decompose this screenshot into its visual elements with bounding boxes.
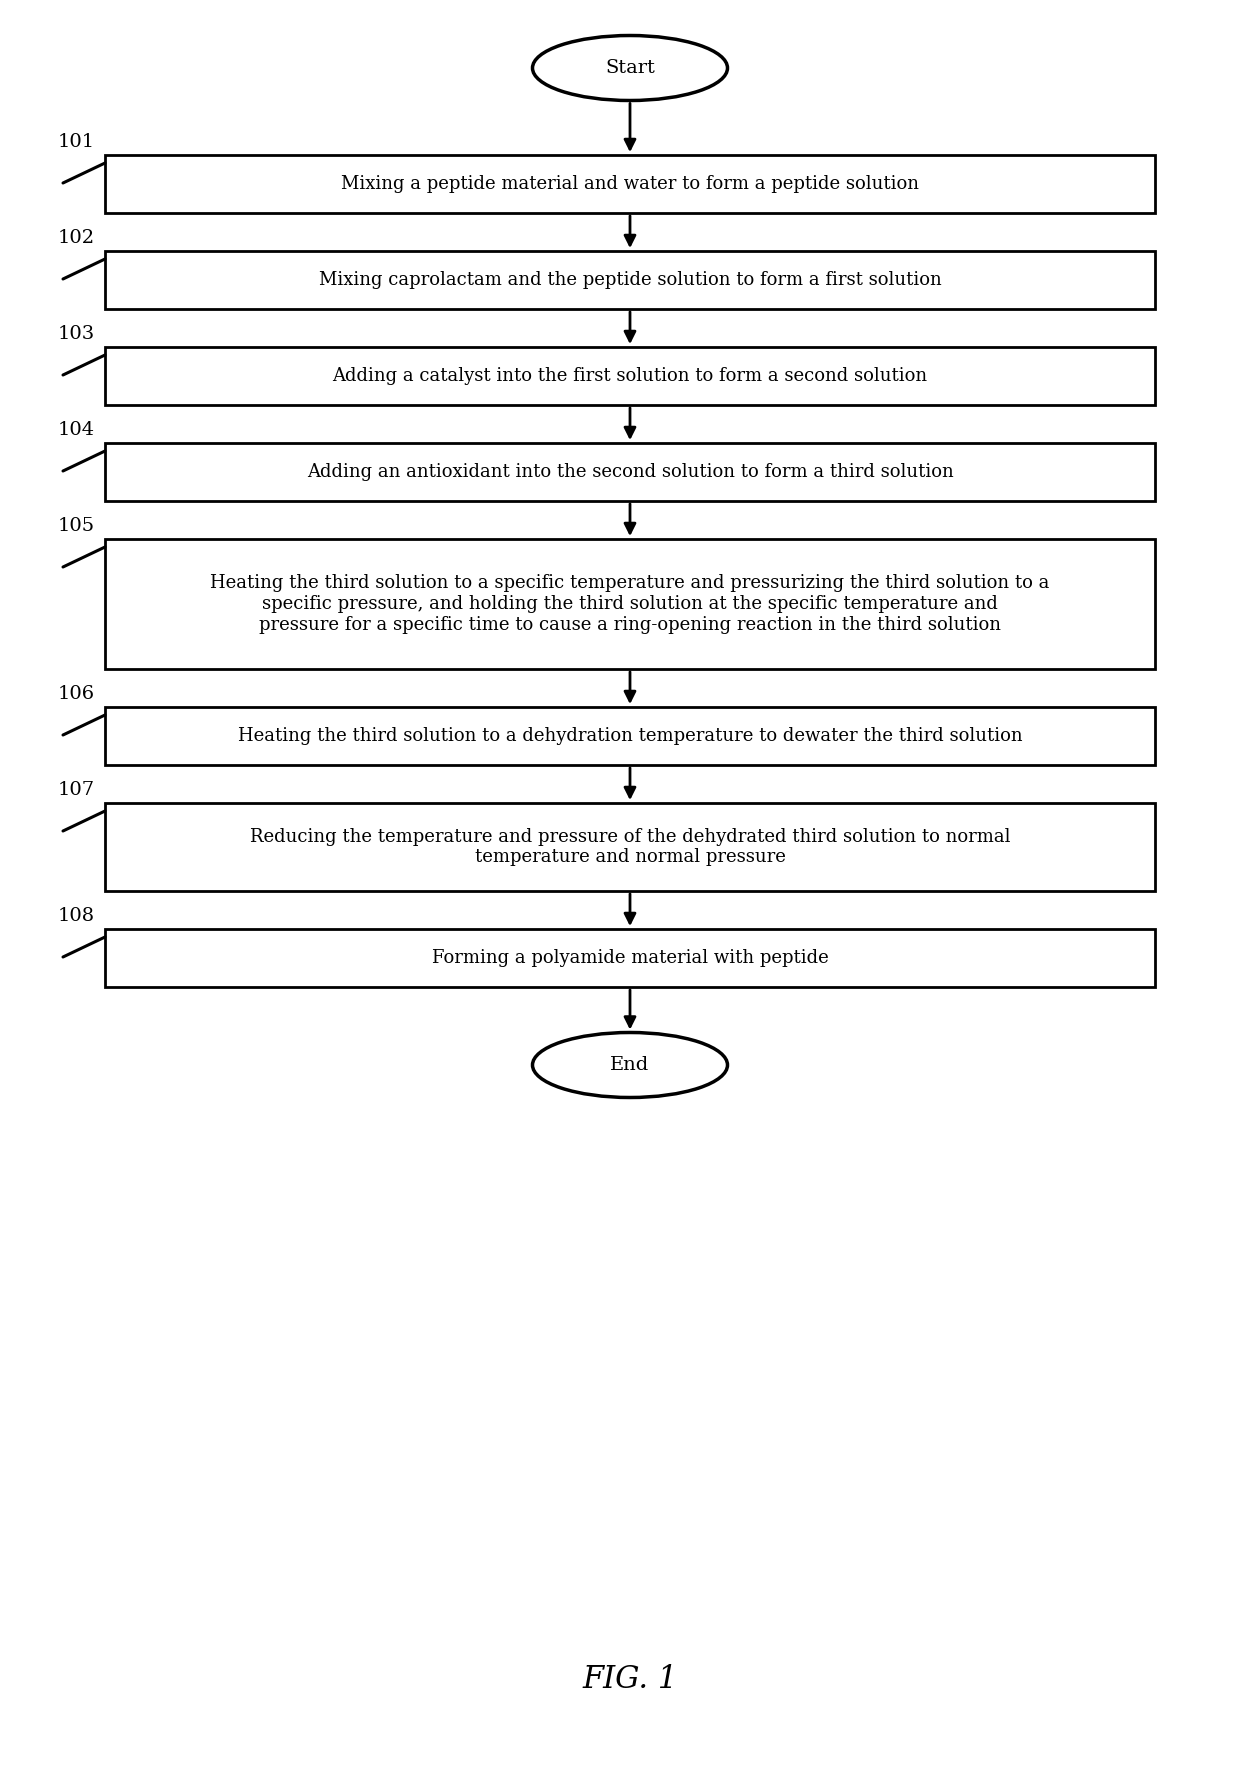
FancyBboxPatch shape	[105, 252, 1154, 309]
Text: Reducing the temperature and pressure of the dehydrated third solution to normal: Reducing the temperature and pressure of…	[249, 828, 1011, 867]
Text: Heating the third solution to a specific temperature and pressurizing the third : Heating the third solution to a specific…	[211, 574, 1050, 633]
Text: 105: 105	[58, 517, 95, 535]
Text: End: End	[610, 1056, 650, 1074]
Text: Mixing caprolactam and the peptide solution to form a first solution: Mixing caprolactam and the peptide solut…	[319, 271, 941, 289]
Text: 103: 103	[58, 325, 95, 343]
Text: Adding an antioxidant into the second solution to form a third solution: Adding an antioxidant into the second so…	[306, 464, 954, 482]
Text: 108: 108	[58, 906, 95, 924]
Ellipse shape	[532, 1033, 728, 1097]
FancyBboxPatch shape	[105, 929, 1154, 987]
Text: 102: 102	[58, 228, 95, 246]
Text: 106: 106	[58, 685, 95, 703]
FancyBboxPatch shape	[105, 706, 1154, 765]
FancyBboxPatch shape	[105, 803, 1154, 890]
Text: Heating the third solution to a dehydration temperature to dewater the third sol: Heating the third solution to a dehydrat…	[238, 728, 1022, 746]
Text: 107: 107	[58, 781, 95, 799]
Text: Mixing a peptide material and water to form a peptide solution: Mixing a peptide material and water to f…	[341, 175, 919, 193]
Text: Start: Start	[605, 59, 655, 77]
Text: Adding a catalyst into the first solution to form a second solution: Adding a catalyst into the first solutio…	[332, 368, 928, 385]
Text: Forming a polyamide material with peptide: Forming a polyamide material with peptid…	[432, 949, 828, 967]
FancyBboxPatch shape	[105, 348, 1154, 405]
Ellipse shape	[532, 36, 728, 100]
Text: 104: 104	[58, 421, 95, 439]
Text: 101: 101	[58, 134, 95, 152]
FancyBboxPatch shape	[105, 155, 1154, 212]
FancyBboxPatch shape	[105, 539, 1154, 669]
FancyBboxPatch shape	[105, 442, 1154, 501]
Text: FIG. 1: FIG. 1	[583, 1664, 677, 1695]
